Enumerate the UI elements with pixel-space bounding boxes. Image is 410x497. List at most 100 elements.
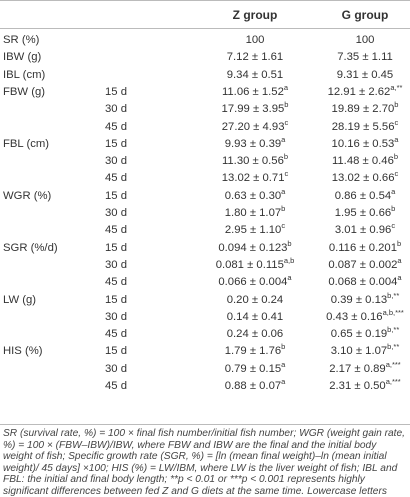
day-label: 15 d bbox=[105, 85, 127, 98]
g-value-cell: 0.116 ± 0.201b bbox=[310, 238, 410, 257]
value: 27.20 ± 4.93 bbox=[221, 120, 285, 133]
superscript: a bbox=[281, 377, 286, 386]
value: 13.02 ± 0.71 bbox=[221, 172, 285, 185]
row-label: FBW (g) bbox=[3, 85, 46, 98]
day-label: 45 d bbox=[105, 276, 127, 289]
superscript: b bbox=[391, 204, 396, 213]
g-value-cell: 0.65 ± 0.19b,** bbox=[310, 326, 410, 343]
value: 9.34 ± 0.51 bbox=[226, 68, 284, 81]
superscript: a bbox=[391, 186, 396, 196]
superscript: c bbox=[391, 221, 396, 231]
value: 0.068 ± 0.004 bbox=[328, 276, 398, 289]
g-value-cell: 19.89 ± 2.70b bbox=[310, 101, 410, 118]
superscript: b bbox=[283, 152, 289, 162]
z-value-cell: 0.63 ± 0.30a bbox=[200, 186, 310, 205]
table-row: HIS (%) 15 d 1.79 ± 1.76b 3.10 ± 1.07b,** bbox=[0, 343, 410, 360]
superscript: a bbox=[281, 186, 286, 196]
day-label: 30 d bbox=[105, 103, 127, 116]
value: 11.48 ± 0.46 bbox=[331, 155, 394, 168]
table-row: 30 d 17.99 ± 3.95b 19.89 ± 2.70b bbox=[0, 101, 410, 118]
day-label: 15 d bbox=[105, 241, 127, 254]
value: 9.93 ± 0.39 bbox=[224, 137, 282, 150]
row-label: LW (g) bbox=[3, 293, 37, 306]
column-header: Z group bbox=[232, 8, 278, 22]
day-label: 15 d bbox=[105, 189, 127, 202]
z-value-cell: 0.081 ± 0.115a,b bbox=[200, 257, 310, 274]
superscript: b,** bbox=[387, 325, 400, 335]
bottom-rule bbox=[0, 424, 410, 425]
g-value-cell: 0.087 ± 0.002a bbox=[310, 257, 410, 274]
z-value-cell: 9.93 ± 0.39a bbox=[200, 136, 310, 153]
value: 0.081 ± 0.115 bbox=[215, 258, 284, 271]
day-label: 30 d bbox=[105, 207, 127, 219]
day-label: 45 d bbox=[105, 120, 127, 133]
superscript: a bbox=[397, 255, 402, 265]
z-value-cell: 11.30 ± 0.56b bbox=[200, 153, 310, 170]
day-label: 45 d bbox=[105, 328, 127, 341]
g-value-cell: 9.31 ± 0.45 bbox=[310, 67, 410, 84]
superscript: a,*** bbox=[385, 377, 401, 386]
g-value-cell: 7.35 ± 1.11 bbox=[310, 49, 410, 66]
table-row: 30 d 1.80 ± 1.07b 1.95 ± 0.66b bbox=[0, 205, 410, 222]
value: 0.39 ± 0.13 bbox=[330, 293, 388, 306]
g-value-cell: 1.95 ± 0.66b bbox=[310, 205, 410, 222]
z-value-cell: 1.80 ± 1.07b bbox=[200, 205, 310, 222]
superscript: b bbox=[397, 238, 402, 248]
value: 0.116 ± 0.201 bbox=[328, 241, 397, 254]
value: 1.95 ± 0.66 bbox=[334, 207, 392, 219]
value: 3.01 ± 0.96 bbox=[334, 224, 392, 237]
value: 2.95 ± 1.10 bbox=[224, 224, 282, 237]
value: 0.20 ± 0.24 bbox=[226, 293, 284, 306]
value: 100 bbox=[245, 34, 265, 46]
value: 9.31 ± 0.45 bbox=[336, 68, 394, 81]
g-value-cell: 13.02 ± 0.66c bbox=[310, 170, 410, 187]
value: 28.19 ± 5.56 bbox=[331, 120, 395, 133]
g-value-cell: 3.01 ± 0.96c bbox=[310, 222, 410, 239]
day-label: 15 d bbox=[105, 293, 127, 306]
value: 100 bbox=[355, 34, 375, 46]
value: 3.10 ± 1.07 bbox=[330, 345, 388, 358]
value: 7.35 ± 1.11 bbox=[337, 51, 393, 64]
superscript: a,*** bbox=[385, 359, 401, 369]
day-label: 30 d bbox=[105, 258, 127, 271]
superscript: c bbox=[281, 221, 286, 231]
value: 0.14 ± 0.41 bbox=[226, 310, 284, 323]
g-value-cell: 0.86 ± 0.54a bbox=[310, 186, 410, 205]
table-row: 45 d 0.066 ± 0.004a 0.068 ± 0.004a bbox=[0, 274, 410, 291]
superscript: a bbox=[283, 82, 289, 92]
row-label: IBL (cm) bbox=[3, 68, 46, 81]
superscript: a,b bbox=[283, 255, 295, 265]
z-value-cell: 0.24 ± 0.06 bbox=[200, 326, 310, 343]
value: 17.99 ± 3.95 bbox=[221, 103, 285, 116]
table-row: SR (%) 100 100 bbox=[0, 32, 410, 49]
row-label: HIS (%) bbox=[3, 345, 43, 358]
row-label: SR (%) bbox=[3, 34, 40, 46]
day-label: 30 d bbox=[105, 155, 127, 168]
row-label: FBL (cm) bbox=[3, 137, 50, 150]
superscript: a,b,*** bbox=[382, 307, 404, 317]
g-value-cell: 28.19 ± 5.56c bbox=[310, 118, 410, 136]
value: 0.88 ± 0.07 bbox=[224, 380, 282, 392]
day-label: 45 d bbox=[105, 380, 127, 392]
g-value-cell: 100 bbox=[310, 32, 410, 49]
table-row: FBW (g) 15 d 11.06 ± 1.52a 12.91 ± 2.62a,** bbox=[0, 84, 410, 101]
g-value-cell: 11.48 ± 0.46b bbox=[310, 153, 410, 170]
superscript: b bbox=[393, 152, 399, 162]
z-value-cell: 1.79 ± 1.76b bbox=[200, 343, 310, 360]
z-value-cell: 9.34 ± 0.51 bbox=[200, 67, 310, 84]
superscript: a,** bbox=[390, 82, 403, 92]
value: 1.80 ± 1.07 bbox=[224, 207, 282, 219]
z-value-cell: 11.06 ± 1.52a bbox=[200, 84, 310, 101]
superscript: a bbox=[287, 273, 292, 283]
superscript: b bbox=[281, 342, 286, 352]
value: 2.31 ± 0.50 bbox=[329, 380, 386, 392]
z-value-cell: 17.99 ± 3.95b bbox=[200, 101, 310, 118]
value: 0.86 ± 0.54 bbox=[334, 189, 392, 202]
table-row: SGR (%/d) 15 d 0.094 ± 0.123b 0.116 ± 0.201… bbox=[0, 238, 410, 257]
superscript: a bbox=[281, 359, 286, 369]
row-label: WGR (%) bbox=[3, 189, 52, 202]
superscript: a bbox=[397, 273, 402, 283]
value: 0.087 ± 0.002 bbox=[328, 258, 398, 271]
value: 0.63 ± 0.30 bbox=[224, 189, 282, 202]
day-label: 30 d bbox=[105, 310, 127, 323]
